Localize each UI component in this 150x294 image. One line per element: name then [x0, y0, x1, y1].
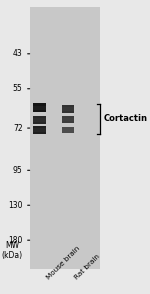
Text: Cortactin: Cortactin: [104, 114, 148, 123]
Text: Mouse brain: Mouse brain: [45, 245, 81, 281]
FancyBboxPatch shape: [33, 103, 46, 112]
FancyBboxPatch shape: [62, 128, 74, 132]
Text: 55: 55: [13, 84, 22, 93]
FancyBboxPatch shape: [33, 116, 46, 124]
Text: MW
(kDa): MW (kDa): [2, 241, 23, 260]
FancyBboxPatch shape: [33, 126, 46, 134]
Text: 95: 95: [13, 166, 22, 175]
FancyBboxPatch shape: [30, 7, 101, 269]
Text: Rat brain: Rat brain: [74, 253, 101, 281]
Text: 130: 130: [8, 201, 22, 210]
FancyBboxPatch shape: [33, 118, 46, 122]
Text: 72: 72: [13, 123, 22, 133]
FancyBboxPatch shape: [33, 128, 46, 132]
FancyBboxPatch shape: [62, 116, 74, 123]
Text: 43: 43: [13, 49, 22, 58]
FancyBboxPatch shape: [62, 105, 74, 113]
Text: 180: 180: [8, 236, 22, 245]
FancyBboxPatch shape: [62, 127, 74, 133]
FancyBboxPatch shape: [62, 118, 74, 121]
FancyBboxPatch shape: [33, 106, 46, 110]
FancyBboxPatch shape: [62, 107, 74, 111]
